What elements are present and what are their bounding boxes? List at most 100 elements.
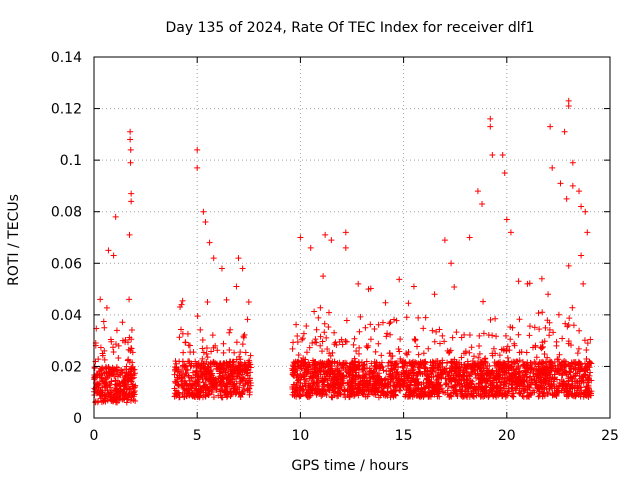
roti-point: [581, 337, 588, 344]
roti-point: [487, 123, 494, 130]
roti-point: [342, 360, 349, 367]
roti-point: [341, 387, 348, 394]
roti-point: [468, 344, 475, 351]
roti-point: [226, 377, 233, 384]
roti-point: [108, 394, 115, 401]
roti-point: [92, 358, 99, 365]
roti-point: [177, 375, 184, 382]
roti-point: [422, 391, 429, 398]
roti-point: [372, 348, 379, 355]
roti-point: [549, 385, 556, 392]
roti-point: [483, 377, 490, 384]
roti-point: [547, 123, 554, 130]
roti-point: [475, 354, 482, 361]
roti-point: [315, 374, 322, 381]
y-tick-label: 0: [73, 411, 82, 427]
roti-point: [180, 349, 187, 356]
roti-point: [532, 342, 539, 349]
roti-point: [477, 376, 484, 383]
roti-point: [216, 370, 223, 377]
roti-point: [319, 348, 326, 355]
roti-point: [210, 394, 217, 401]
roti-point: [462, 348, 469, 355]
roti-point: [356, 363, 363, 370]
roti-point: [441, 367, 448, 374]
roti-point: [322, 363, 329, 370]
roti-point: [418, 381, 425, 388]
roti-point: [464, 394, 471, 401]
y-axis-label: ROTI / TECUs: [6, 194, 22, 286]
roti-point: [123, 363, 130, 370]
roti-point: [212, 342, 219, 349]
roti-point: [420, 360, 427, 367]
roti-point: [113, 327, 120, 334]
roti-point: [431, 291, 438, 298]
roti-point: [380, 367, 387, 374]
roti-point: [244, 372, 251, 379]
roti-point: [432, 384, 439, 391]
roti-point: [127, 159, 134, 166]
roti-point: [312, 336, 319, 343]
roti-point: [507, 324, 514, 331]
roti-point: [436, 340, 443, 347]
roti-point: [339, 374, 346, 381]
roti-point: [108, 388, 115, 395]
roti-point: [581, 367, 588, 374]
roti-point: [179, 362, 186, 369]
roti-point: [535, 369, 542, 376]
roti-point: [202, 364, 209, 371]
roti-point: [544, 391, 551, 398]
roti-point: [378, 388, 385, 395]
roti-point: [568, 374, 575, 381]
roti-point: [242, 349, 249, 356]
roti-point: [473, 374, 480, 381]
roti-point: [456, 359, 463, 366]
roti-point: [574, 350, 581, 357]
roti-point: [430, 373, 437, 380]
roti-point: [126, 392, 133, 399]
roti-point: [223, 359, 230, 366]
roti-point: [470, 353, 477, 360]
roti-point: [586, 388, 593, 395]
roti-point: [374, 389, 381, 396]
roti-point: [377, 392, 384, 399]
roti-point: [554, 376, 561, 383]
roti-point: [246, 375, 253, 382]
roti-point: [245, 359, 252, 366]
roti-point: [294, 338, 301, 345]
roti-point: [107, 336, 114, 343]
roti-point: [355, 383, 362, 390]
roti-point: [452, 376, 459, 383]
roti-point: [115, 397, 122, 404]
roti-point: [555, 311, 562, 318]
roti-point: [498, 384, 505, 391]
roti-point: [222, 388, 229, 395]
roti-point: [452, 365, 459, 372]
roti-point: [423, 375, 430, 382]
roti-point: [560, 359, 567, 366]
roti-point: [425, 380, 432, 387]
roti-point: [327, 352, 334, 359]
roti-point: [422, 314, 429, 321]
roti-point: [292, 386, 299, 393]
roti-point: [197, 385, 204, 392]
roti-point: [182, 380, 189, 387]
roti-point: [239, 265, 246, 272]
roti-point: [309, 339, 316, 346]
roti-point: [386, 320, 393, 327]
roti-point: [349, 385, 356, 392]
roti-point: [502, 369, 509, 376]
roti-point: [509, 361, 516, 368]
roti-point: [569, 360, 576, 367]
roti-point: [504, 375, 511, 382]
data-points: [91, 97, 595, 406]
roti-point: [363, 358, 370, 365]
roti-point: [346, 394, 353, 401]
roti-point: [577, 361, 584, 368]
roti-point: [336, 338, 343, 345]
roti-point: [435, 388, 442, 395]
roti-point: [557, 180, 564, 187]
roti-point: [204, 384, 211, 391]
roti-point: [196, 394, 203, 401]
roti-point: [499, 151, 506, 158]
